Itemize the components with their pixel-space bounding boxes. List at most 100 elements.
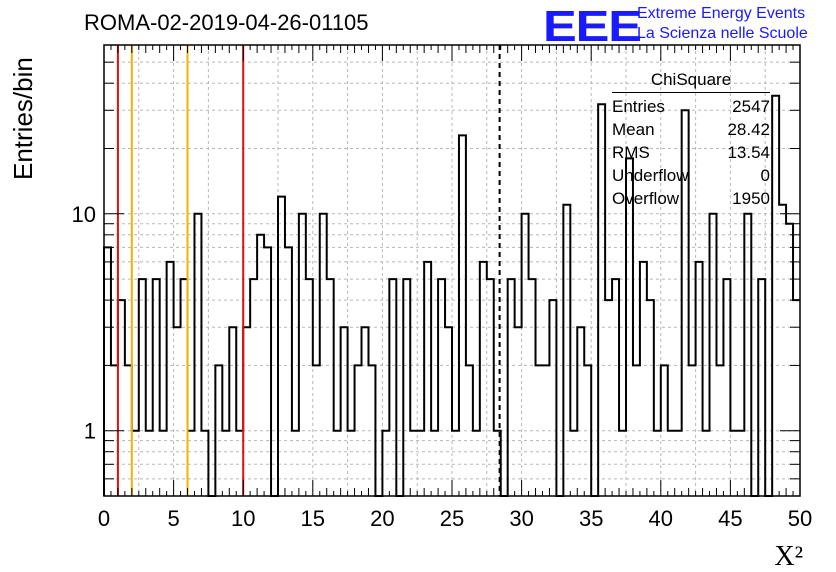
histogram-bin <box>703 431 710 496</box>
histogram-bin <box>668 431 675 496</box>
histogram-bin <box>696 262 703 496</box>
logo-text: Extreme Energy Events La Scienza nelle S… <box>637 4 808 44</box>
histogram-bin <box>779 205 786 496</box>
histogram-bin <box>633 365 640 496</box>
x-tick-label: 10 <box>231 506 255 531</box>
histogram-bin <box>306 279 313 496</box>
x-tick-label: 50 <box>788 506 812 531</box>
histogram-bin <box>431 431 438 496</box>
histogram-bin <box>243 327 250 496</box>
x-tick-label: 40 <box>649 506 673 531</box>
histogram-bin <box>236 431 243 496</box>
histogram-bin <box>445 327 452 496</box>
histogram-bin <box>132 431 139 496</box>
histogram-bin <box>368 365 375 496</box>
stats-row-mean: Mean 28.42 <box>612 120 770 139</box>
histogram-bin <box>438 279 445 496</box>
chart-title: ROMA-02-2019-04-26-01105 <box>84 10 369 35</box>
histogram-bin <box>174 327 181 496</box>
histogram-bin <box>786 224 793 496</box>
y-axis-label: Entries/bin <box>8 57 38 180</box>
histogram-bin <box>466 365 473 496</box>
histogram-bin <box>689 365 696 496</box>
histogram-bin <box>793 300 800 496</box>
histogram-bin <box>229 327 236 496</box>
histogram-bin <box>417 431 424 496</box>
histogram-bin <box>723 279 730 496</box>
histogram-bin <box>410 431 417 496</box>
histogram-bin <box>313 365 320 496</box>
histogram-bin <box>278 197 285 496</box>
histogram-bin <box>146 431 153 496</box>
x-tick-label: 15 <box>301 506 325 531</box>
histogram-bin <box>730 431 737 496</box>
histogram-bin <box>744 214 751 496</box>
histogram-bin <box>250 279 257 496</box>
stats-row-rms: RMS 13.54 <box>612 143 770 162</box>
histogram-bin <box>584 365 591 496</box>
histogram-bin <box>160 431 167 496</box>
histogram-bin <box>341 327 348 496</box>
stats-row-overflow: Overflow 1950 <box>612 189 770 208</box>
histogram-bin <box>264 247 271 496</box>
histogram-bin <box>605 300 612 496</box>
x-tick-label: 5 <box>167 506 179 531</box>
histogram-bin <box>334 431 341 496</box>
histogram-bin <box>758 279 765 496</box>
histogram-bin <box>188 431 195 496</box>
histogram-bin <box>716 365 723 496</box>
histogram-bin <box>167 262 174 496</box>
histogram-bin <box>153 279 160 496</box>
histogram-bin <box>536 365 543 496</box>
histogram-bin <box>473 431 480 496</box>
histogram-bin <box>522 214 529 496</box>
histogram-bin <box>661 365 668 496</box>
histogram-bin <box>355 365 362 496</box>
histogram-bin <box>285 247 292 496</box>
histogram-bin <box>647 300 654 496</box>
eee-logo: EEE <box>543 2 642 51</box>
y-tick-label: 1 <box>84 419 96 444</box>
histogram-bin <box>737 431 744 496</box>
histogram-bin <box>181 279 188 496</box>
histogram-bin <box>222 431 229 496</box>
x-tick-label: 0 <box>98 506 110 531</box>
x-tick-label: 25 <box>440 506 464 531</box>
histogram-bin <box>772 96 779 496</box>
histogram-bin <box>292 431 299 496</box>
y-tick-label: 10 <box>72 202 96 227</box>
histogram-bin <box>215 365 222 496</box>
histogram-bin <box>201 431 208 496</box>
histogram-bin <box>508 279 515 496</box>
logo-line-2: La Scienza nelle Scuole <box>637 25 808 42</box>
histogram-bin <box>563 205 570 496</box>
histogram-bin <box>424 262 431 496</box>
histogram-bin <box>403 279 410 496</box>
histogram-bin <box>570 431 577 496</box>
histogram-outline <box>103 94 800 497</box>
histogram-bin <box>382 431 389 496</box>
histogram-bin <box>104 247 111 496</box>
x-tick-label: 20 <box>370 506 394 531</box>
histogram-bin <box>598 104 605 496</box>
stats-row-underflow: Underflow 0 <box>612 166 770 185</box>
histogram-bin <box>549 300 556 496</box>
histogram-bin <box>675 431 682 496</box>
histogram-bin <box>710 214 717 496</box>
histogram-bin <box>139 279 146 496</box>
histogram-bin <box>194 214 201 496</box>
histogram-bin <box>125 365 132 496</box>
histogram-bin <box>362 327 369 496</box>
histogram-bin <box>515 327 522 496</box>
histogram-bin <box>612 279 619 496</box>
histogram-bin <box>640 262 647 496</box>
x-tick-label: 30 <box>509 506 533 531</box>
logo-line-1: Extreme Energy Events <box>637 5 806 22</box>
histogram-bin <box>529 279 536 496</box>
stats-box: ChiSquare Entries 2547 Mean 28.42 RMS 13.54… <box>612 70 770 210</box>
histogram-bin <box>299 214 306 496</box>
histogram-bin <box>577 327 584 496</box>
histogram-bin <box>480 262 487 496</box>
x-tick-label: 35 <box>579 506 603 531</box>
